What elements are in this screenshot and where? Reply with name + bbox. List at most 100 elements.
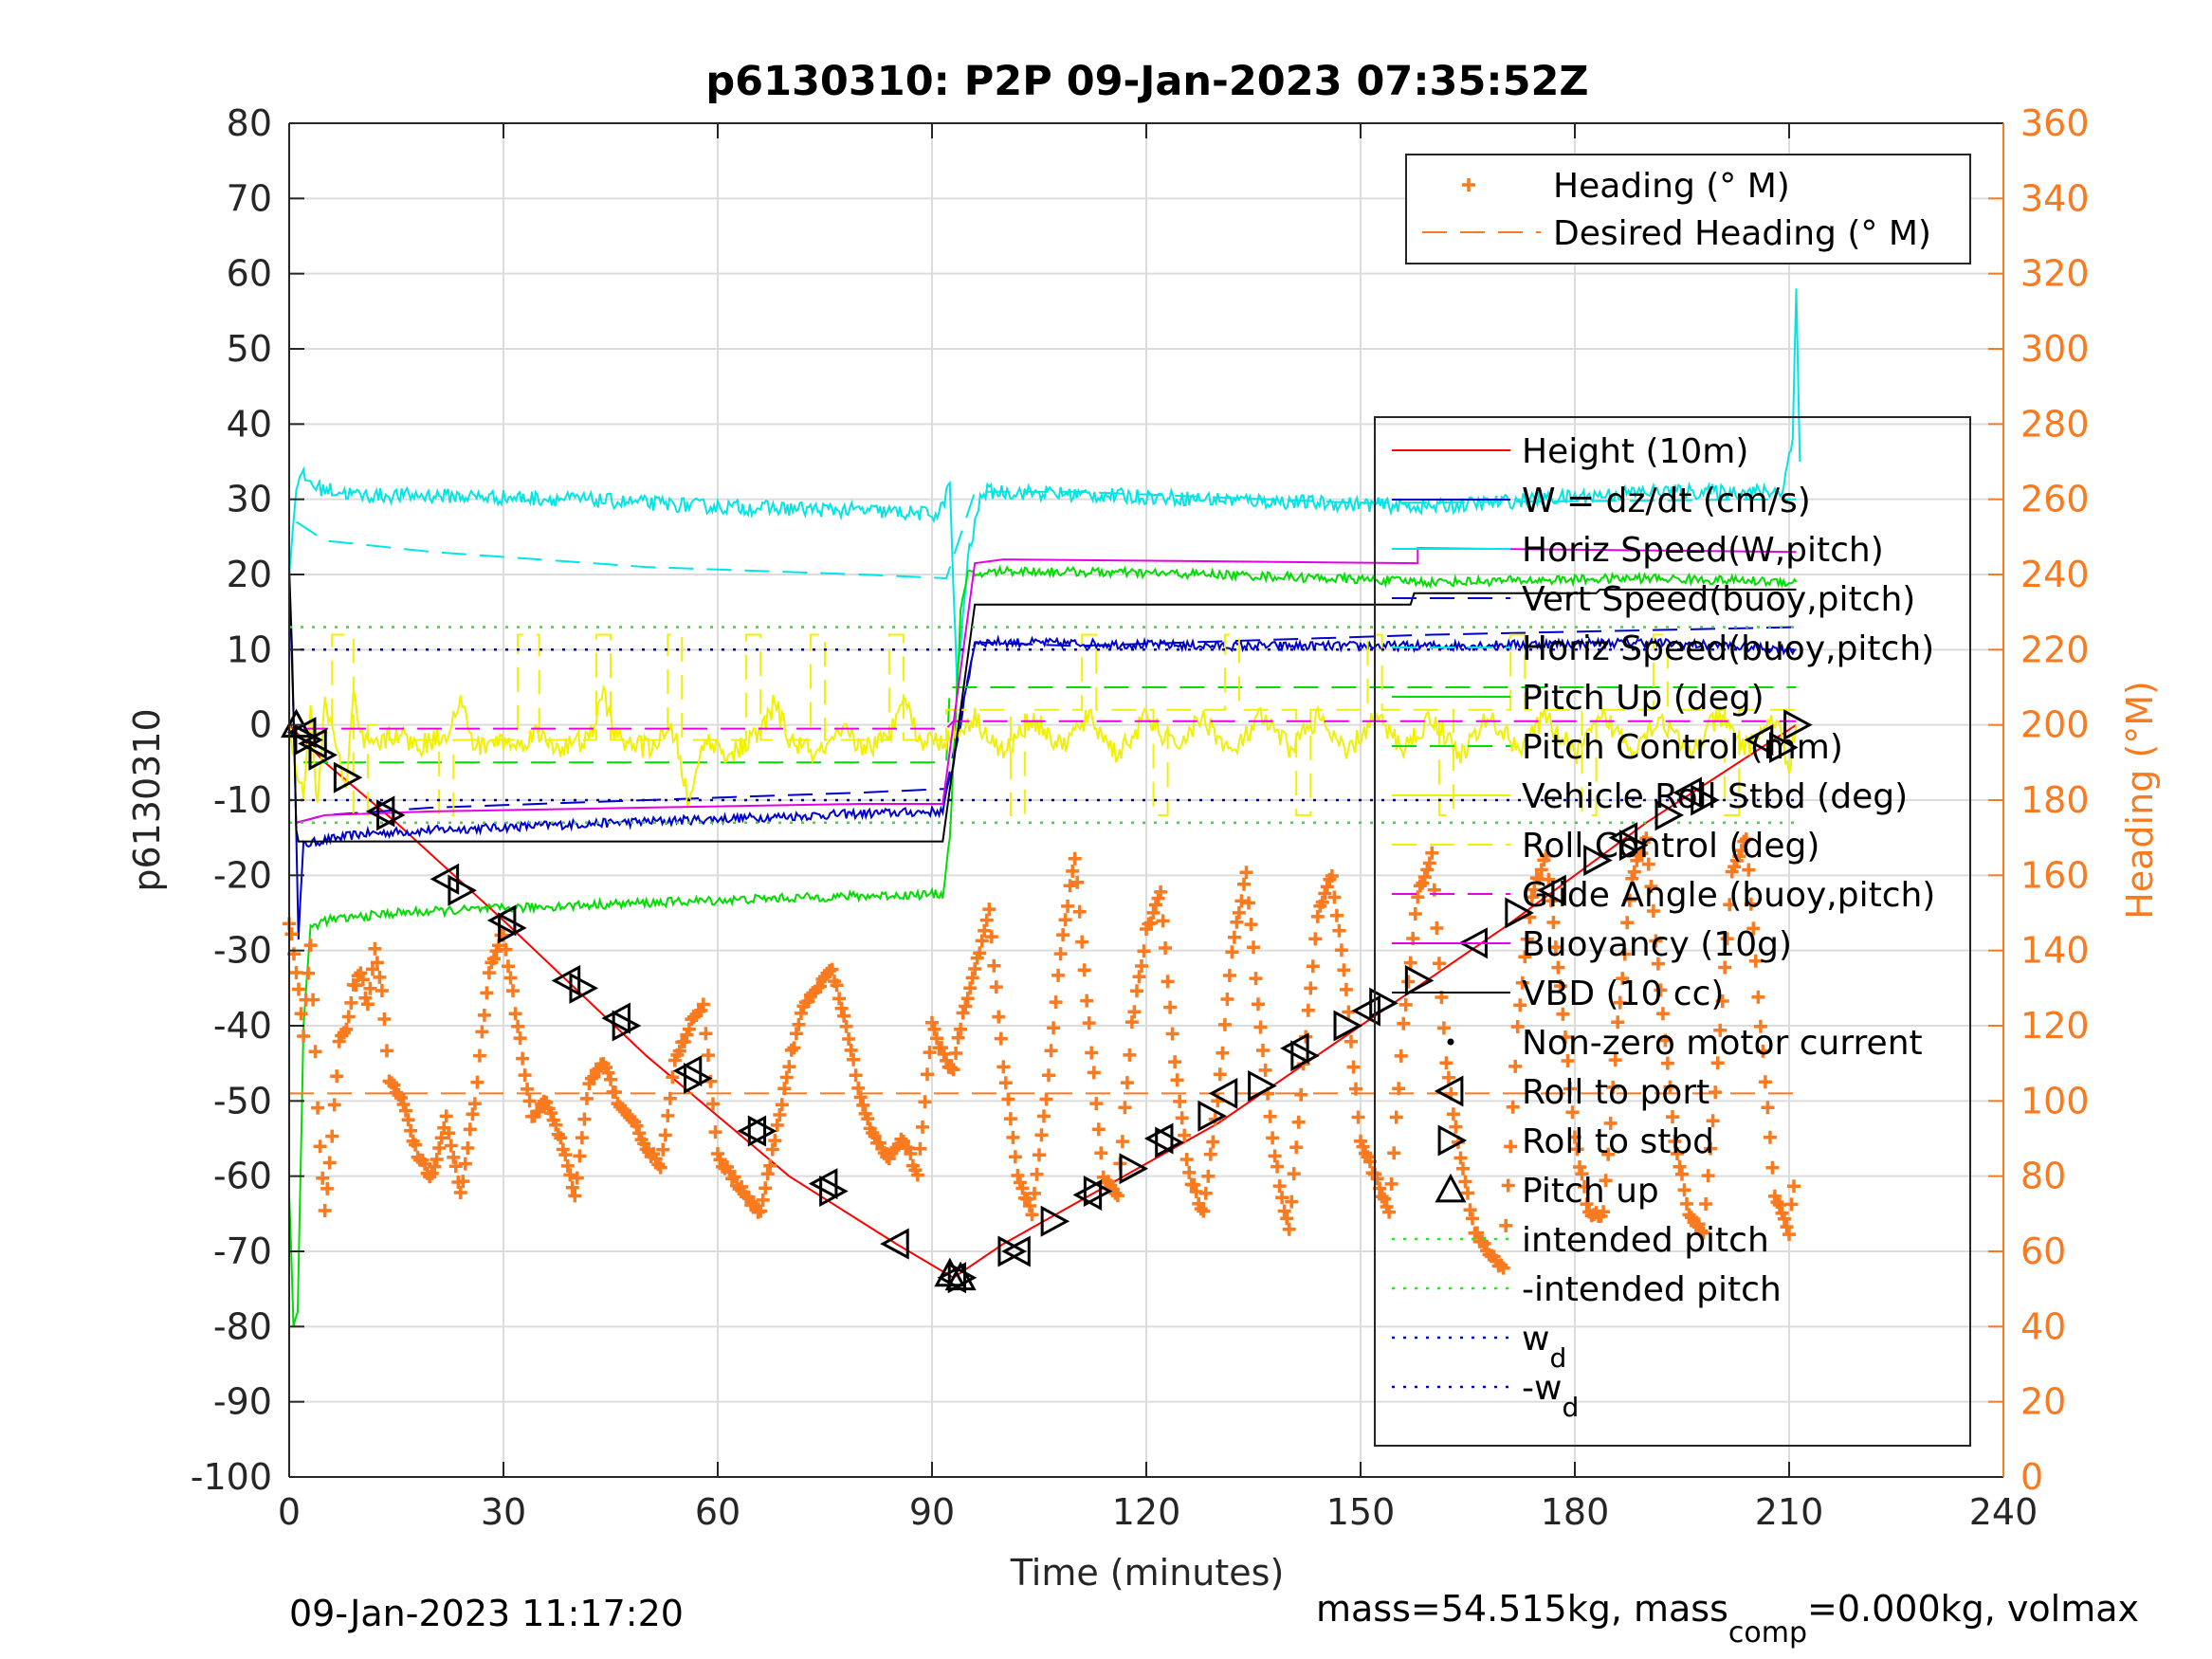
heading-point [1008, 1150, 1022, 1164]
heading-point [1449, 1120, 1463, 1134]
heading-point [1123, 1048, 1137, 1062]
heading-point [1601, 1147, 1616, 1161]
heading-point [1625, 871, 1639, 885]
heading-point [1696, 1226, 1710, 1240]
heading-point [1217, 1017, 1232, 1031]
legend-symbol-dot [1447, 1038, 1454, 1046]
heading-point [1044, 1044, 1058, 1058]
roll-to-stbd-marker [1618, 830, 1649, 862]
heading-point [1420, 863, 1435, 877]
heading-point [1394, 1048, 1408, 1063]
roll-to-port-marker [430, 863, 460, 895]
heading-point [682, 1022, 696, 1036]
heading-point [1710, 1056, 1725, 1070]
heading-point [584, 1071, 598, 1085]
y-left-tick-label: -10 [213, 779, 272, 821]
heading-point [1082, 1016, 1096, 1030]
heading-point [1159, 941, 1173, 955]
heading-point [1525, 890, 1539, 904]
heading-point [1378, 1192, 1392, 1206]
x-tick-label: 180 [1541, 1491, 1610, 1533]
y-left-tick-label: 50 [227, 328, 272, 370]
heading-point [394, 1091, 408, 1104]
heading-point [1578, 1179, 1591, 1194]
heading-point [1280, 1212, 1294, 1226]
heading-point [1091, 1122, 1106, 1137]
legend-label-text: Buoyancy (10g) [1522, 925, 1792, 964]
heading-point [1575, 1167, 1589, 1181]
heading-point [937, 1047, 951, 1061]
heading-point [1677, 1183, 1691, 1197]
heading-point [973, 946, 987, 960]
legend-label-text: -w [1522, 1369, 1562, 1408]
heading-point [1189, 1185, 1203, 1198]
y-right-tick-label: 220 [2020, 629, 2090, 670]
heading-point [1568, 1130, 1581, 1144]
heading-point [1213, 1067, 1227, 1082]
legend-label-text: Heading (° M) [1553, 167, 1790, 206]
y-left-tick-label: -90 [213, 1381, 272, 1423]
heading-point [1058, 913, 1072, 927]
heading-point [399, 1103, 412, 1118]
heading-point [1416, 876, 1430, 890]
heading-point [1222, 969, 1236, 982]
heading-point [1025, 1208, 1039, 1222]
heading-point [1401, 975, 1416, 989]
y-right-tick-label: 300 [2020, 328, 2090, 370]
heading-point [1641, 857, 1655, 871]
heading-point [975, 934, 989, 948]
heading-point [946, 1063, 960, 1077]
heading-point [601, 1066, 615, 1080]
heading-point [1049, 995, 1063, 1010]
heading-point [1206, 1135, 1220, 1149]
heading-point [404, 1123, 418, 1138]
heading-point [1668, 1135, 1682, 1148]
heading-point [1518, 950, 1532, 964]
heading-point [1622, 893, 1636, 907]
heading-point [385, 1076, 398, 1090]
heading-point [349, 978, 363, 993]
legend-label-text: -intended pitch [1522, 1270, 1782, 1309]
heading-point [1239, 866, 1253, 880]
roll-to-stbd-marker [747, 1115, 777, 1147]
heading-point [302, 966, 316, 980]
heading-point [923, 1046, 937, 1060]
heading-point [1513, 998, 1527, 1012]
heading-point [1675, 1167, 1689, 1181]
heading-point [1501, 1178, 1515, 1193]
heading-point [1053, 947, 1068, 961]
heading-point [1356, 1139, 1370, 1154]
heading-point [694, 1004, 708, 1017]
heading-point [568, 1189, 582, 1203]
roll-to-port-marker [808, 1168, 838, 1200]
roll-to-port-marker [672, 1055, 703, 1087]
heading-point [814, 979, 827, 994]
heading-point [475, 1025, 489, 1039]
heading-point [1237, 877, 1251, 891]
heading-point [1256, 1044, 1270, 1057]
heading-point [354, 966, 368, 980]
legend-label: W = dz/dt (cm/s) [1522, 482, 1811, 520]
heading-point [763, 1158, 777, 1173]
heading-point [303, 939, 318, 953]
y-right-tick-label: 280 [2020, 403, 2090, 445]
x-tick-label: 150 [1326, 1491, 1396, 1533]
heading-point [1132, 970, 1146, 984]
roll-to-stbd-marker [308, 738, 338, 771]
heading-point [1742, 863, 1756, 877]
y-left-tick-label: 60 [227, 253, 272, 295]
y-left-tick-label: 40 [227, 403, 272, 445]
roll-to-stbd-marker [498, 912, 527, 944]
roll-to-stbd-marker [1783, 709, 1813, 741]
heading-point [1175, 1111, 1189, 1125]
heading-point [1701, 1169, 1715, 1183]
heading-point [1201, 1169, 1216, 1183]
heading-point [1663, 1080, 1677, 1094]
y-right-tick-label: 240 [2020, 554, 2090, 595]
legend-symbol-plus [1462, 178, 1475, 191]
heading-point [960, 992, 975, 1006]
y-right-tick-label: 160 [2020, 854, 2090, 896]
heading-point [1130, 984, 1143, 998]
heading-point [370, 956, 384, 970]
heading-point [918, 1095, 932, 1109]
